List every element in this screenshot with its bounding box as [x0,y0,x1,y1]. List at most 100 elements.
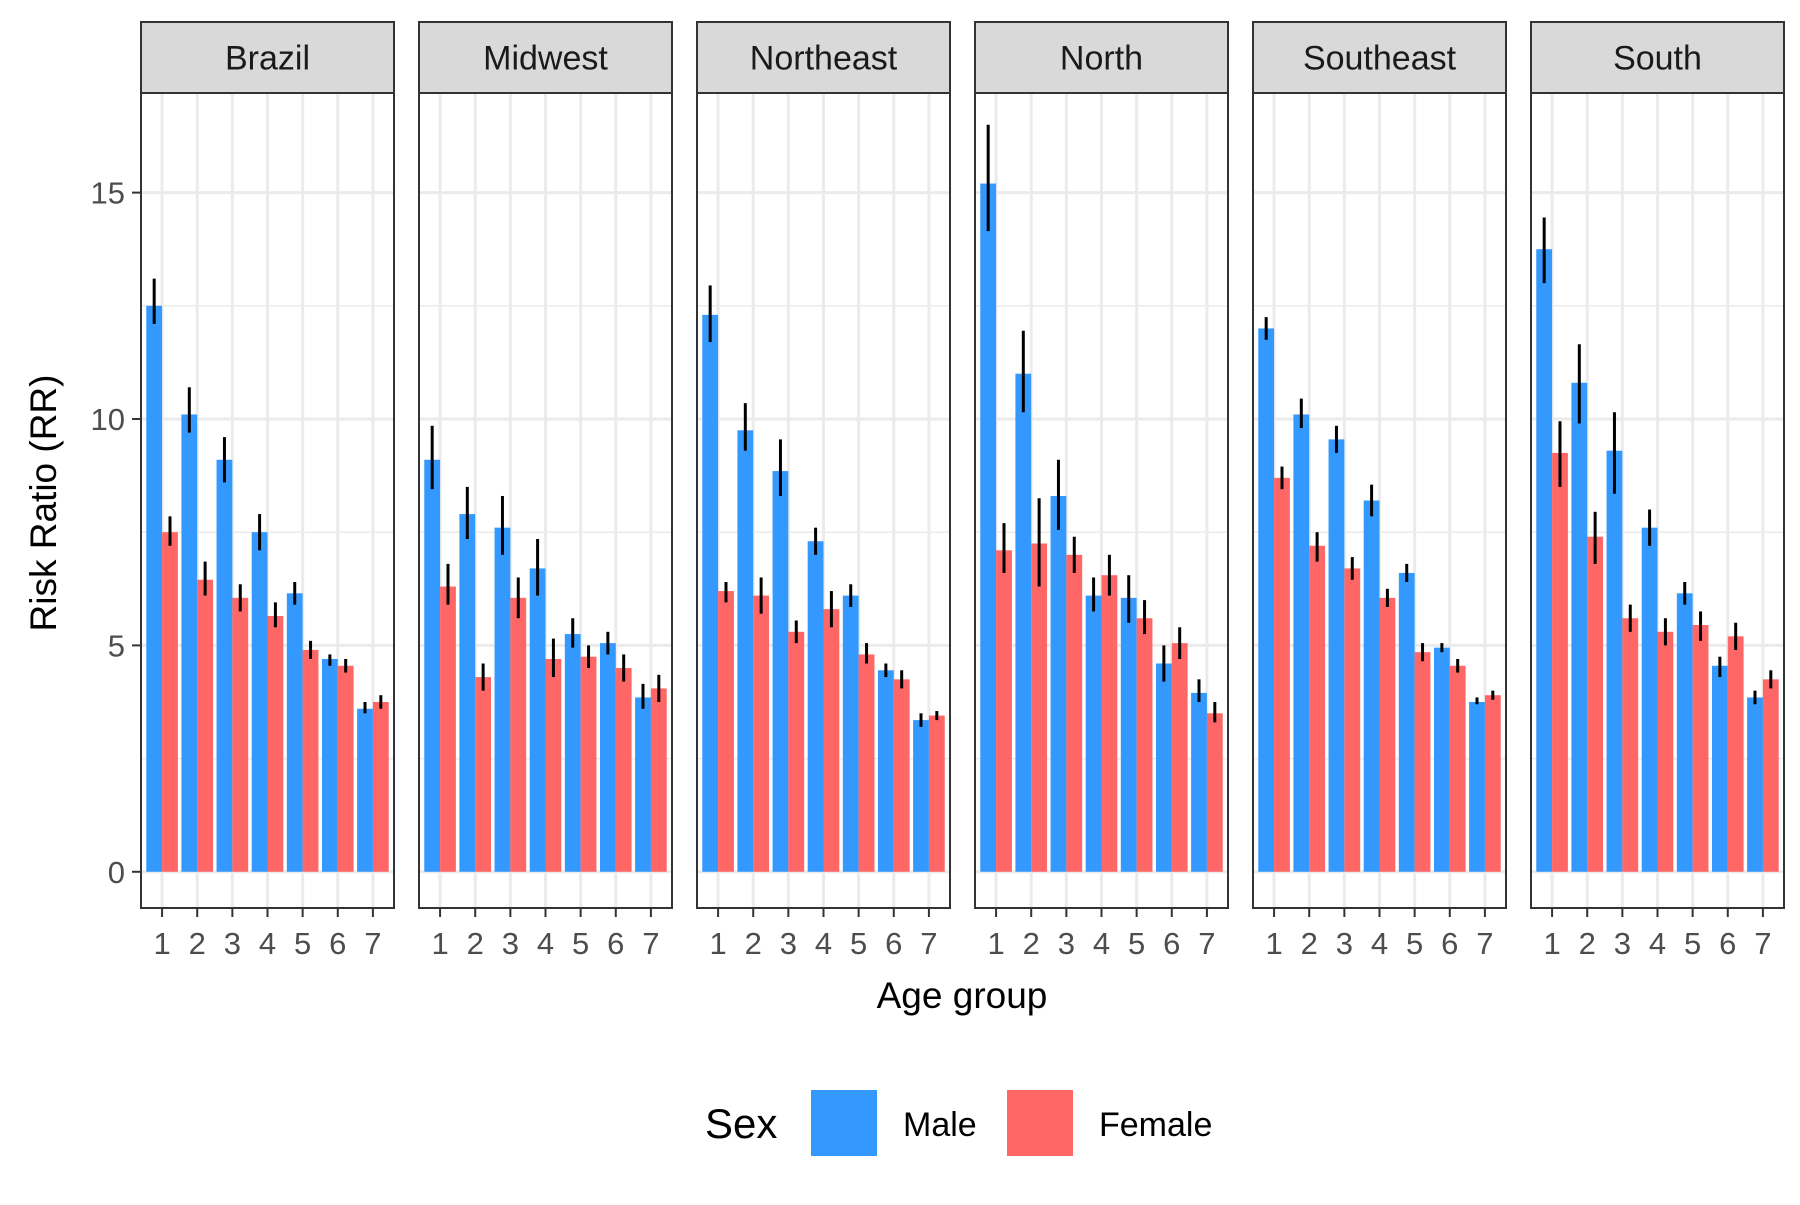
x-tick-label: 1 [987,926,1004,961]
panel-brazil: Brazil 1 2 3 4 5 6 7 [140,21,395,961]
facet-strip-label: South [1613,40,1702,78]
panel-north: North 1 2 3 4 5 6 7 [974,21,1229,961]
bar-female [1622,618,1639,872]
bar-female [1274,477,1290,872]
bar-male [1747,697,1763,872]
x-axis-title: Age group [877,975,1048,1016]
y-tick-label: 0 [108,855,125,890]
bar-male [1155,663,1172,872]
bar-female [302,649,319,872]
bar-female [1484,695,1501,872]
x-tick-label: 1 [431,926,448,961]
bar-male [251,532,268,872]
bar-male [357,708,373,872]
bar-female [1727,636,1744,872]
bar-female [1587,536,1604,872]
bar-female [197,579,214,872]
bar-female [1206,713,1223,872]
bar-female [337,665,354,872]
y-tick-label: 15 [91,176,125,211]
legend-key-female [1007,1090,1073,1156]
facet-strip [1530,21,1785,94]
facet-strip-label: North [1060,40,1143,78]
bar-female [580,656,597,872]
bar-male [1641,527,1658,872]
x-tick-label: 7 [642,926,659,961]
x-tick-label: 4 [1649,926,1666,961]
bar-male [286,593,303,872]
bar-female [893,679,910,872]
facet-strip [140,21,395,94]
bar-female [858,654,875,872]
x-tick-label: 6 [885,926,902,961]
legend-key-male [811,1090,877,1156]
x-tick-label: 7 [920,926,937,961]
bar-female [788,631,805,872]
bar-male [1571,382,1588,872]
bar-male [459,514,476,872]
x-tick-label: 1 [153,926,170,961]
bar-male [1398,572,1415,872]
x-tick-label: 3 [224,926,241,961]
panel-midwest: Midwest 1 2 3 4 5 6 7 [418,21,673,961]
bar-female [1309,545,1326,872]
bar-female [1171,643,1188,872]
bar-male [494,527,511,872]
bar-male [913,720,929,872]
x-tick-label: 2 [745,926,762,961]
facet-strip [974,21,1229,94]
x-tick-label: 6 [1441,926,1458,961]
x-tick-label: 2 [1023,926,1040,961]
legend-title: Sex [705,1100,777,1147]
bar-male [564,634,581,872]
bar-male [1676,593,1693,872]
bar-female [615,668,632,872]
x-tick-label: 3 [1336,926,1353,961]
x-tick-label: 3 [1614,926,1631,961]
bar-male [635,697,651,872]
x-tick-label: 4 [1371,926,1388,961]
bar-male [1328,439,1345,872]
bar-male [980,183,997,872]
x-tick-label: 4 [815,926,832,961]
legend-label-female: Female [1099,1106,1212,1144]
panel-southeast: Southeast 1 2 3 4 5 6 7 [1252,21,1507,961]
bar-male [1085,595,1102,872]
bar-female [928,715,945,872]
x-tick-label: 5 [850,926,867,961]
legend-label-male: Male [903,1106,977,1144]
bar-female [823,609,840,872]
x-tick-label: 3 [780,926,797,961]
bar-male [1050,495,1067,872]
bar-female [267,615,284,872]
x-tick-label: 2 [1301,926,1318,961]
facet-strip-label: Midwest [483,40,608,78]
x-tick-label: 5 [1684,926,1701,961]
bar-female [475,677,492,872]
bar-male [599,643,616,872]
x-tick-label: 2 [189,926,206,961]
bar-female [1449,665,1466,872]
x-tick-label: 7 [364,926,381,961]
bar-male [807,541,824,872]
x-tick-label: 6 [1719,926,1736,961]
facet-strip-label: Brazil [225,40,310,78]
bar-male [1191,692,1207,872]
bar-male [146,305,163,872]
bar-male [1469,701,1485,872]
x-tick-label: 6 [1163,926,1180,961]
facet-strip [696,21,951,94]
x-tick-label: 2 [1579,926,1596,961]
bar-male [216,459,233,872]
y-tick-label: 10 [91,402,125,437]
bar-male [1293,414,1310,872]
bar-male [1711,665,1728,872]
bar-female [1101,575,1118,872]
bar-male [1606,450,1623,872]
bar-female [440,586,456,872]
bar-female [1552,452,1568,872]
bar-female [718,591,734,872]
bar-female [1344,568,1361,872]
